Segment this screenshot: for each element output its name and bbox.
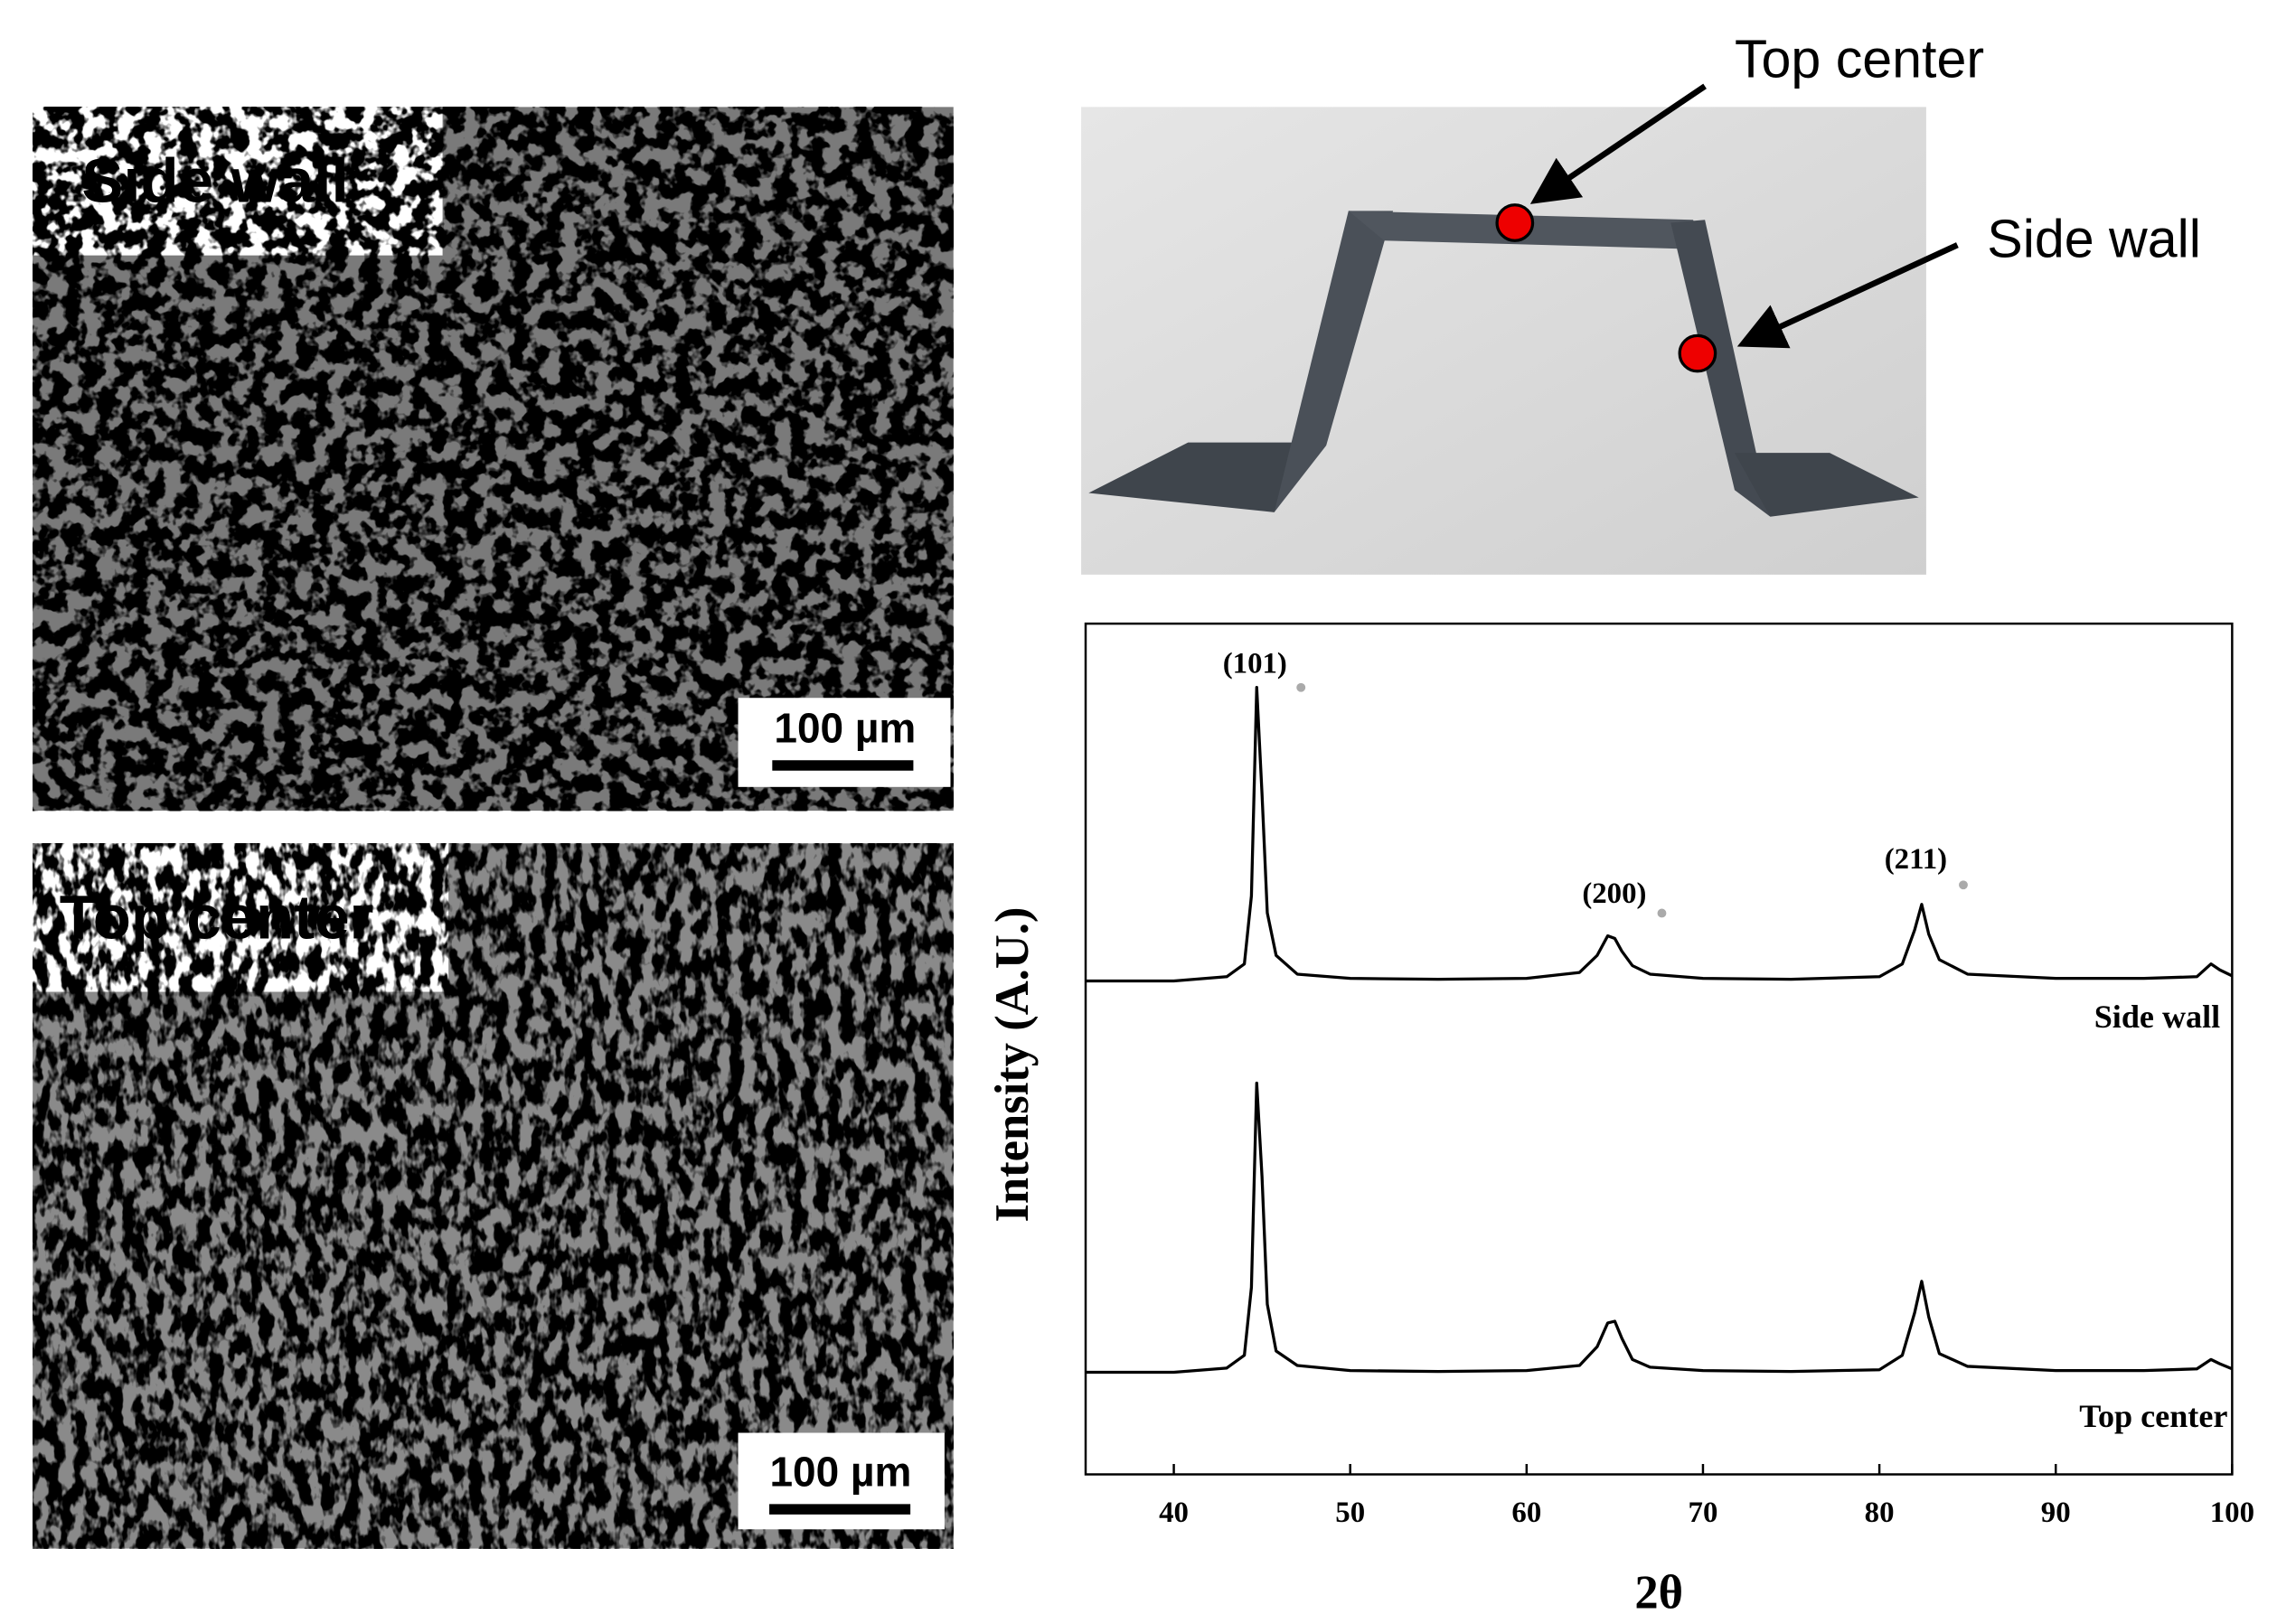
scale-bar-label: 100 µm	[774, 705, 916, 752]
peak-label: (200)	[1582, 877, 1646, 910]
x-tick-label: 90	[2041, 1497, 2071, 1529]
micrograph: Side wall 100 µm	[33, 107, 954, 812]
peak-label: (101)	[1223, 647, 1287, 680]
scale-bar-label: 100 µm	[769, 1449, 911, 1496]
xrd-line	[1085, 686, 2234, 983]
photo: Top center Side wall	[1081, 28, 2201, 575]
y-axis-label: Intensity (A.U.)	[986, 907, 1039, 1223]
x-tick-label: 40	[1159, 1497, 1189, 1529]
xrd-line	[1085, 1081, 2233, 1375]
micrograph-label: Side wall	[81, 145, 348, 215]
x-tick-label: 70	[1689, 1497, 1718, 1529]
peak-label: (211)	[1885, 843, 1947, 876]
x-tick-label: 100	[2210, 1497, 2254, 1529]
callout-label: Top center	[1735, 28, 1984, 89]
series-label: Top center	[2079, 1398, 2227, 1434]
xrd-chart: 2θ Intensity (A.U.) 40 50 60 70 80 90 100 Side …	[986, 622, 2254, 1614]
x-tick-label: 80	[1865, 1497, 1895, 1529]
micrograph-label: Top center	[60, 882, 374, 952]
x-tick-label: 60	[1511, 1497, 1541, 1529]
series-label: Side wall	[2094, 999, 2221, 1035]
x-tick-label: 50	[1335, 1497, 1365, 1529]
callout-label: Side wall	[1987, 208, 2201, 268]
plot-frame	[1084, 622, 2234, 1476]
peak-marker	[1296, 682, 1306, 692]
x-axis-label: 2θ	[1634, 1566, 1683, 1614]
micrograph: Top center 100 µm	[33, 843, 954, 1549]
peak-marker	[1657, 908, 1667, 918]
peak-marker	[1959, 880, 1968, 890]
